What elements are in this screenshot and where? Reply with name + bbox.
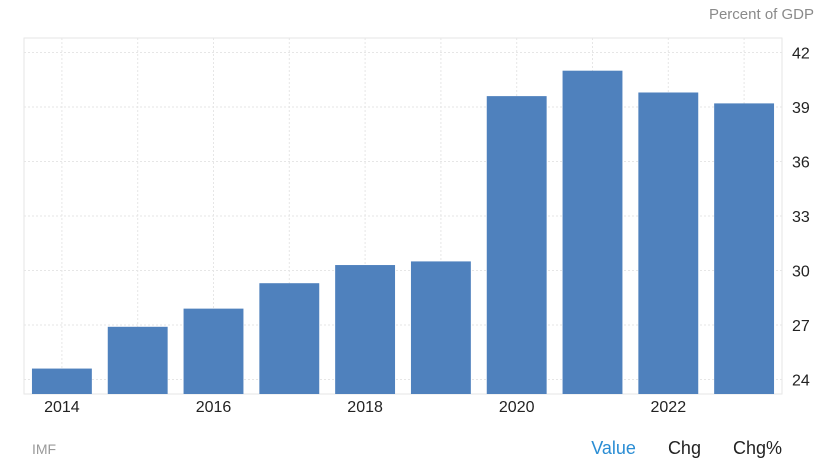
x-tick-label: 2020	[499, 399, 535, 416]
y-tick-label: 30	[792, 263, 810, 280]
y-tick-label: 33	[792, 209, 810, 226]
y-tick-label: 39	[792, 100, 810, 117]
x-tick-label: 2022	[651, 399, 687, 416]
bar-2020	[486, 96, 547, 395]
bar-2023	[714, 103, 775, 394]
tab-value[interactable]: Value	[591, 438, 636, 458]
tab-chg-percent[interactable]: Chg%	[732, 438, 782, 458]
source-label: IMF	[32, 441, 57, 457]
x-tick-label: 2014	[44, 399, 80, 416]
view-tabs: Value Chg Chg%	[559, 438, 782, 459]
bar-2021	[562, 70, 623, 394]
unit-label: Percent of GDP	[708, 6, 814, 23]
bar-2018	[335, 265, 396, 394]
x-tick-label: 2018	[347, 399, 383, 416]
tab-chg[interactable]: Chg	[667, 438, 701, 458]
bar-2017	[259, 283, 320, 394]
y-tick-label: 27	[792, 318, 810, 335]
y-tick-label: 24	[792, 372, 810, 389]
bar-2022	[638, 92, 699, 394]
x-tick-label: 2016	[196, 399, 232, 416]
bar-2014	[31, 368, 92, 394]
bar-2016	[183, 308, 244, 394]
y-tick-label: 36	[792, 155, 810, 172]
bar-2019	[410, 261, 471, 394]
bar-2015	[107, 326, 168, 394]
y-tick-label: 42	[792, 46, 810, 63]
